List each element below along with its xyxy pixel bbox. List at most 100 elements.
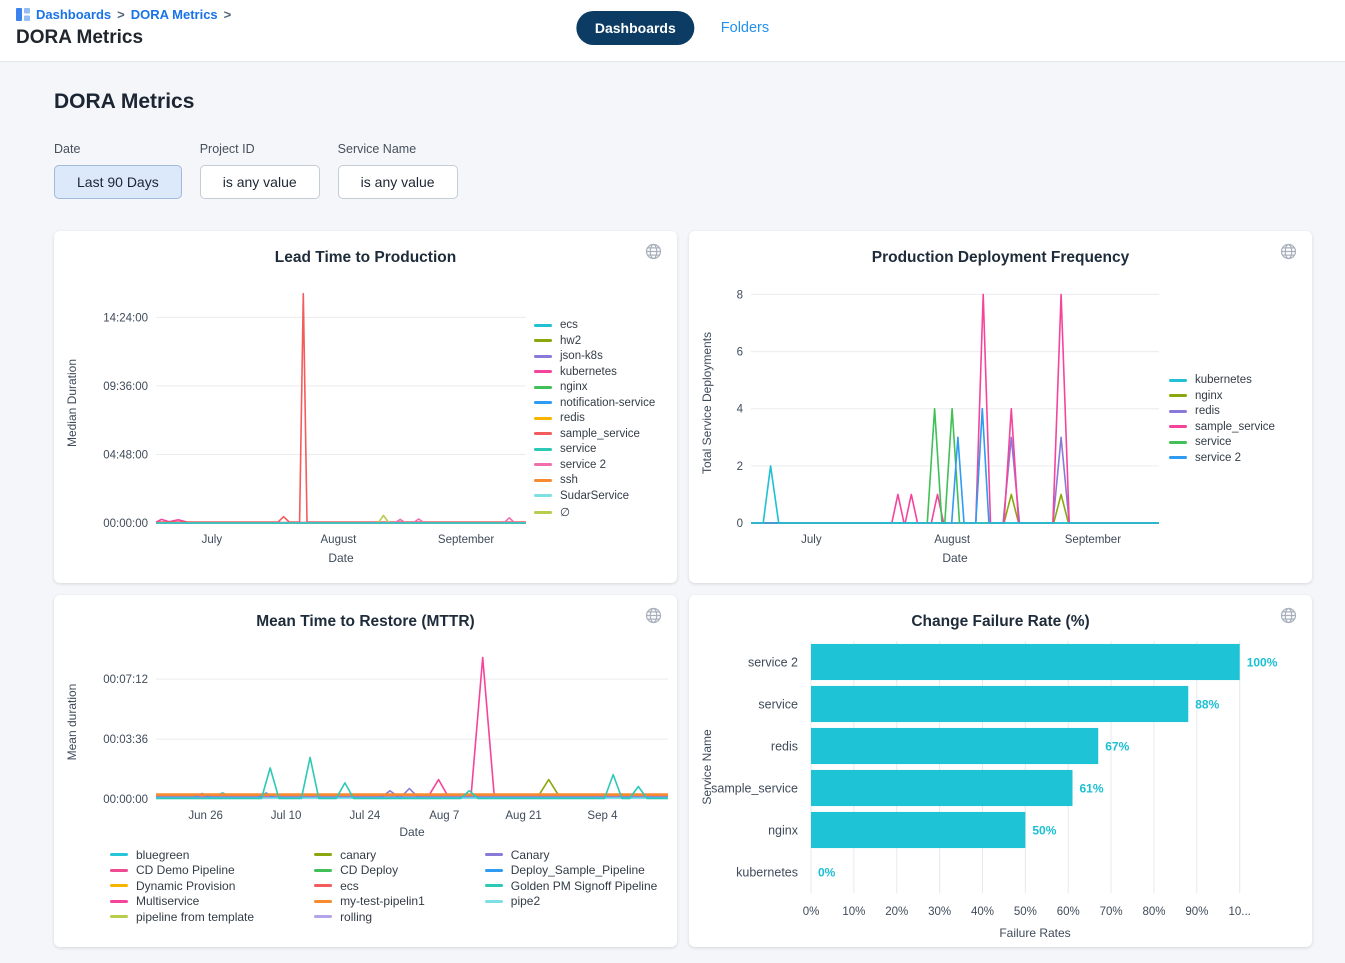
legend-item[interactable]: service 2 xyxy=(534,459,658,471)
legend-item[interactable]: kubernetes xyxy=(1169,374,1293,386)
legend-label: service xyxy=(1195,436,1232,449)
legend-item[interactable]: pipeline from template xyxy=(110,909,254,925)
svg-text:50%: 50% xyxy=(1014,906,1037,918)
svg-text:10%: 10% xyxy=(842,906,865,918)
legend-item[interactable]: nginx xyxy=(1169,390,1293,402)
legend-item[interactable]: hw2 xyxy=(534,335,658,347)
legend-item[interactable]: service xyxy=(1169,436,1293,448)
legend-item[interactable]: sample_service xyxy=(534,428,658,440)
legend-label: ecs xyxy=(560,319,578,331)
legend-item[interactable]: ∅ xyxy=(534,505,658,519)
legend-label: Golden PM Signoff Pipeline xyxy=(510,878,658,893)
legend-item[interactable]: service 2 xyxy=(1169,452,1293,464)
legend-item[interactable]: Multiservice xyxy=(110,894,254,910)
legend-label: kubernetes xyxy=(1195,374,1252,387)
legend-swatch xyxy=(534,323,552,327)
svg-text:0%: 0% xyxy=(803,906,820,918)
legend-item[interactable]: pipe2 xyxy=(484,894,658,910)
legend-item[interactable]: json-k8s xyxy=(534,350,658,362)
charts-grid: Lead Time to Production 00:00:00 04:48:00… xyxy=(54,231,1312,947)
svg-text:8: 8 xyxy=(737,289,743,301)
svg-text:nginx: nginx xyxy=(768,824,799,838)
legend-item[interactable]: bluegreen xyxy=(110,847,254,863)
legend-swatch xyxy=(484,853,503,857)
legend-item[interactable]: ecs xyxy=(534,319,658,331)
legend-label: kubernetes xyxy=(560,365,617,378)
svg-text:Median Duration: Median Duration xyxy=(65,359,79,447)
svg-text:00:07:12: 00:07:12 xyxy=(103,674,148,686)
legend-label: pipe2 xyxy=(510,894,541,909)
legend-swatch xyxy=(484,899,503,903)
header-tabs: Dashboards Folders xyxy=(575,11,770,45)
filter-service-name: Service Name is any value xyxy=(337,142,458,199)
filter-service-name-value-button[interactable]: is any value xyxy=(337,165,458,199)
tab-dashboards[interactable]: Dashboards xyxy=(575,11,695,45)
legend-item[interactable]: canary xyxy=(314,847,425,863)
svg-text:00:00:00: 00:00:00 xyxy=(103,518,148,530)
legend-item[interactable]: my-test-pipelin1 xyxy=(314,894,425,910)
legend-swatch xyxy=(110,899,128,903)
legend-label: Multiservice xyxy=(136,894,200,909)
legend-swatch xyxy=(314,899,333,903)
svg-text:Aug 7: Aug 7 xyxy=(429,810,459,822)
legend-swatch xyxy=(1169,440,1187,444)
legend-item[interactable]: service xyxy=(534,443,658,455)
legend-swatch xyxy=(110,915,128,919)
legend-swatch xyxy=(1169,456,1187,460)
filter-project-id-value-button[interactable]: is any value xyxy=(199,165,320,199)
legend-item[interactable]: rolling xyxy=(314,909,425,925)
svg-text:4: 4 xyxy=(737,404,744,416)
svg-text:kubernetes: kubernetes xyxy=(736,866,798,880)
legend-label: Dynamic Provision xyxy=(136,878,236,893)
legend-item[interactable]: kubernetes xyxy=(534,366,658,378)
legend-label: service xyxy=(560,443,597,455)
globe-icon xyxy=(1280,607,1297,629)
legend-swatch xyxy=(314,884,333,888)
legend-item[interactable]: Dynamic Provision xyxy=(110,878,254,894)
tab-folders[interactable]: Folders xyxy=(720,20,770,36)
legend-item[interactable]: Canary xyxy=(484,847,658,863)
legend-item[interactable]: ssh xyxy=(534,474,658,486)
legend-label: redis xyxy=(1195,405,1220,418)
change-failure-rate-chart: 0% 10% 20% 30% 40% 50% 60% 70% 80% 90% 10... servic… xyxy=(700,641,1278,940)
page-header: Dashboards > DORA Metrics > DORA Metrics… xyxy=(0,0,1345,62)
legend-label: pipeline from template xyxy=(136,909,255,924)
legend-label: hw2 xyxy=(560,334,582,347)
legend-item[interactable]: SudarService xyxy=(534,490,658,502)
filter-date-value-button[interactable]: Last 90 Days xyxy=(54,165,182,199)
breadcrumb-link-dora-metrics[interactable]: DORA Metrics xyxy=(130,7,218,22)
legend-item[interactable]: redis xyxy=(1169,405,1293,417)
filter-bar: Date Last 90 Days Project ID is any valu… xyxy=(54,142,1312,199)
legend-item[interactable]: nginx xyxy=(534,381,658,393)
svg-text:September: September xyxy=(1065,534,1121,546)
legend-item[interactable]: Deploy_Sample_Pipeline xyxy=(484,863,658,879)
svg-text:August: August xyxy=(934,534,971,546)
svg-text:Failure Rates: Failure Rates xyxy=(999,926,1070,940)
svg-text:service 2: service 2 xyxy=(748,656,798,670)
dashboard-title: DORA Metrics xyxy=(54,90,195,113)
svg-text:Total Service Deployments: Total Service Deployments xyxy=(700,332,714,474)
legend-item[interactable]: ecs xyxy=(314,878,425,894)
svg-text:04:48:00: 04:48:00 xyxy=(103,449,148,461)
svg-text:60%: 60% xyxy=(1057,906,1080,918)
legend-label: redis xyxy=(560,412,585,424)
legend-swatch xyxy=(314,915,333,919)
svg-text:0: 0 xyxy=(737,518,743,530)
legend-swatch xyxy=(534,401,552,404)
svg-text:July: July xyxy=(202,534,223,546)
legend-label: notification-service xyxy=(560,396,656,409)
legend-item[interactable]: CD Demo Pipeline xyxy=(110,863,254,879)
svg-text:2: 2 xyxy=(737,461,743,473)
legend-label: SudarService xyxy=(560,489,630,502)
legend-item[interactable]: notification-service xyxy=(534,397,658,409)
svg-text:August: August xyxy=(321,534,358,546)
legend-item[interactable]: redis xyxy=(534,412,658,424)
svg-text:service: service xyxy=(758,698,798,712)
legend-item[interactable]: sample_service xyxy=(1169,421,1293,433)
breadcrumb-link-dashboards[interactable]: Dashboards xyxy=(36,7,112,22)
legend-item[interactable]: CD Deploy xyxy=(314,863,425,879)
svg-text:Aug 21: Aug 21 xyxy=(505,810,541,822)
legend-item[interactable]: Golden PM Signoff Pipeline xyxy=(484,878,658,894)
dashboards-grid-icon xyxy=(16,7,30,22)
